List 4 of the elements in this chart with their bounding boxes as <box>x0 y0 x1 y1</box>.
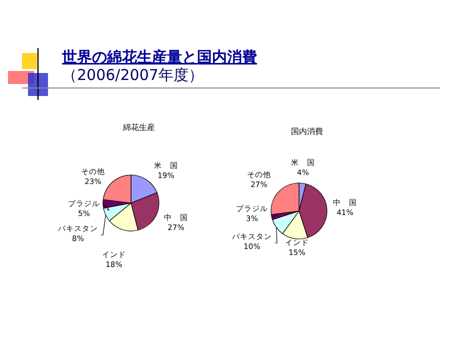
text: 世界の綿花生産量と国内消費 <box>61 48 257 66</box>
chart-title: 国内消費 <box>291 127 323 136</box>
text: （2006/2007年度） <box>62 66 204 84</box>
chart-title: 綿花生産 <box>122 123 155 132</box>
